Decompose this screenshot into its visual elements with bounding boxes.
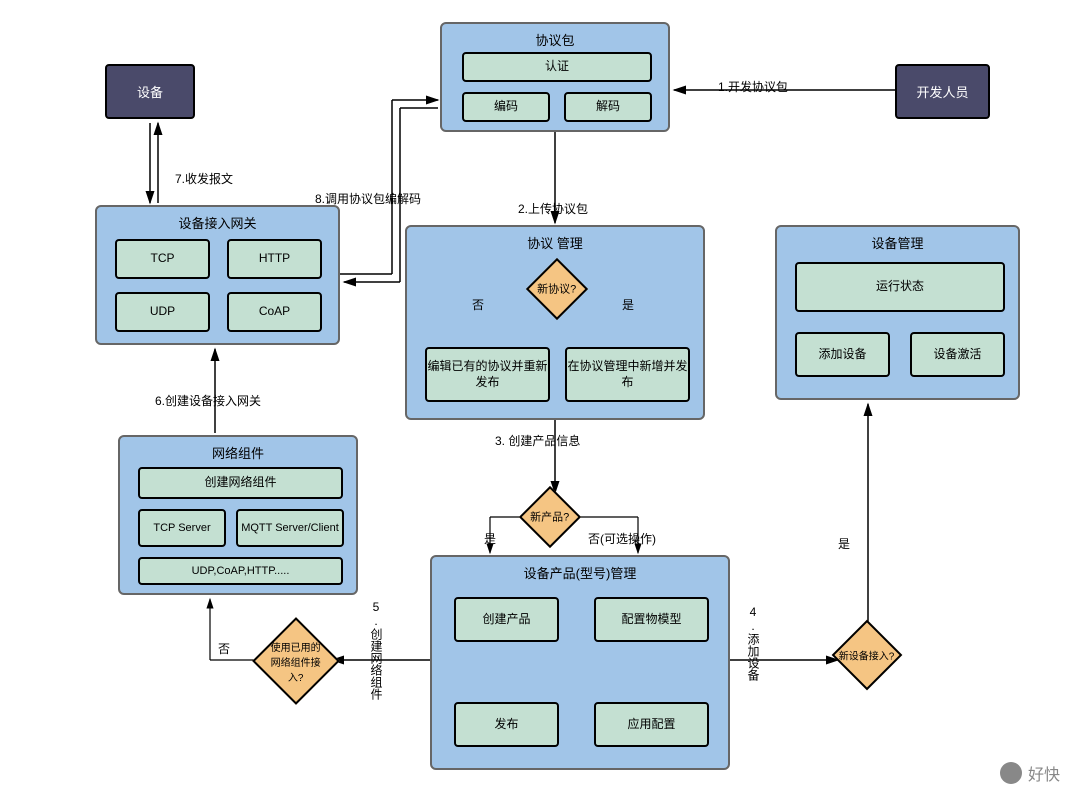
- node-developer: 开发人员: [895, 64, 990, 119]
- box-add-protocol: 在协议管理中新增并发布: [565, 347, 690, 402]
- container-product-mgmt: 设备产品(型号)管理 创建产品 配置物模型 发布 应用配置: [430, 555, 730, 770]
- box-auth: 认证: [462, 52, 652, 82]
- label-edge-2: 2.上传协议包: [518, 200, 588, 217]
- label-edge-1: 1.开发协议包: [718, 78, 788, 95]
- network-title: 网络组件: [120, 443, 356, 462]
- diamond-network-reuse: 使用已用的网络组件接入?: [252, 617, 340, 705]
- container-protocol-mgmt: 协议 管理 新协议? 编辑已有的协议并重新发布 在协议管理中新增并发布: [405, 225, 705, 420]
- label-network-no: 否: [218, 640, 230, 657]
- diamond-new-protocol: 新协议?: [526, 258, 588, 320]
- box-udp-etc: UDP,CoAP,HTTP.....: [138, 557, 343, 585]
- container-gateway: 设备接入网关 TCP HTTP UDP CoAP: [95, 205, 340, 345]
- gateway-title: 设备接入网关: [97, 213, 338, 232]
- label-proto-no: 否: [472, 296, 484, 313]
- protocol-pkg-title: 协议包: [442, 30, 668, 49]
- node-device-label: 设备: [137, 82, 163, 101]
- node-developer-label: 开发人员: [916, 82, 968, 101]
- protocol-mgmt-title: 协议 管理: [407, 233, 703, 252]
- box-add-device: 添加设备: [795, 332, 890, 377]
- wechat-icon: [1000, 762, 1022, 784]
- label-edge-6: 6.创建设备接入网关: [155, 392, 261, 409]
- watermark-text: 好快: [1028, 761, 1060, 785]
- diamond-new-device: 新设备接入?: [832, 620, 903, 691]
- box-publish: 发布: [454, 702, 559, 747]
- box-activate-dev: 设备激活: [910, 332, 1005, 377]
- label-product-yes: 是: [484, 530, 496, 547]
- node-device: 设备: [105, 64, 195, 119]
- box-config-model: 配置物模型: [594, 597, 709, 642]
- box-http: HTTP: [227, 239, 322, 279]
- box-edit-protocol: 编辑已有的协议并重新发布: [425, 347, 550, 402]
- diamond-new-product: 新产品?: [519, 486, 581, 548]
- watermark: 好快: [1000, 761, 1060, 785]
- label-product-no: 否(可选操作): [588, 530, 656, 547]
- container-protocol-pkg: 协议包 认证 编码 解码: [440, 22, 670, 132]
- box-coap: CoAP: [227, 292, 322, 332]
- label-edge-5: 5.创建网络组件: [368, 600, 385, 700]
- box-create-product: 创建产品: [454, 597, 559, 642]
- box-run-status: 运行状态: [795, 262, 1005, 312]
- box-app-config: 应用配置: [594, 702, 709, 747]
- box-tcp: TCP: [115, 239, 210, 279]
- label-edge-3: 3. 创建产品信息: [495, 432, 580, 449]
- container-network: 网络组件 创建网络组件 TCP Server MQTT Server/Clien…: [118, 435, 358, 595]
- box-encode: 编码: [462, 92, 550, 122]
- box-mqtt: MQTT Server/Client: [236, 509, 344, 547]
- label-edge-4: 4.添加设备: [745, 605, 762, 681]
- box-tcp-server: TCP Server: [138, 509, 226, 547]
- device-mgmt-title: 设备管理: [777, 233, 1018, 252]
- box-decode: 解码: [564, 92, 652, 122]
- label-device-yes: 是: [838, 535, 850, 552]
- product-mgmt-title: 设备产品(型号)管理: [432, 563, 728, 582]
- label-proto-yes: 是: [622, 296, 634, 313]
- label-edge-8: 8.调用协议包编解码: [315, 190, 421, 207]
- box-create-net: 创建网络组件: [138, 467, 343, 499]
- box-udp: UDP: [115, 292, 210, 332]
- label-edge-7: 7.收发报文: [175, 170, 233, 187]
- container-device-mgmt: 设备管理 运行状态 添加设备 设备激活: [775, 225, 1020, 400]
